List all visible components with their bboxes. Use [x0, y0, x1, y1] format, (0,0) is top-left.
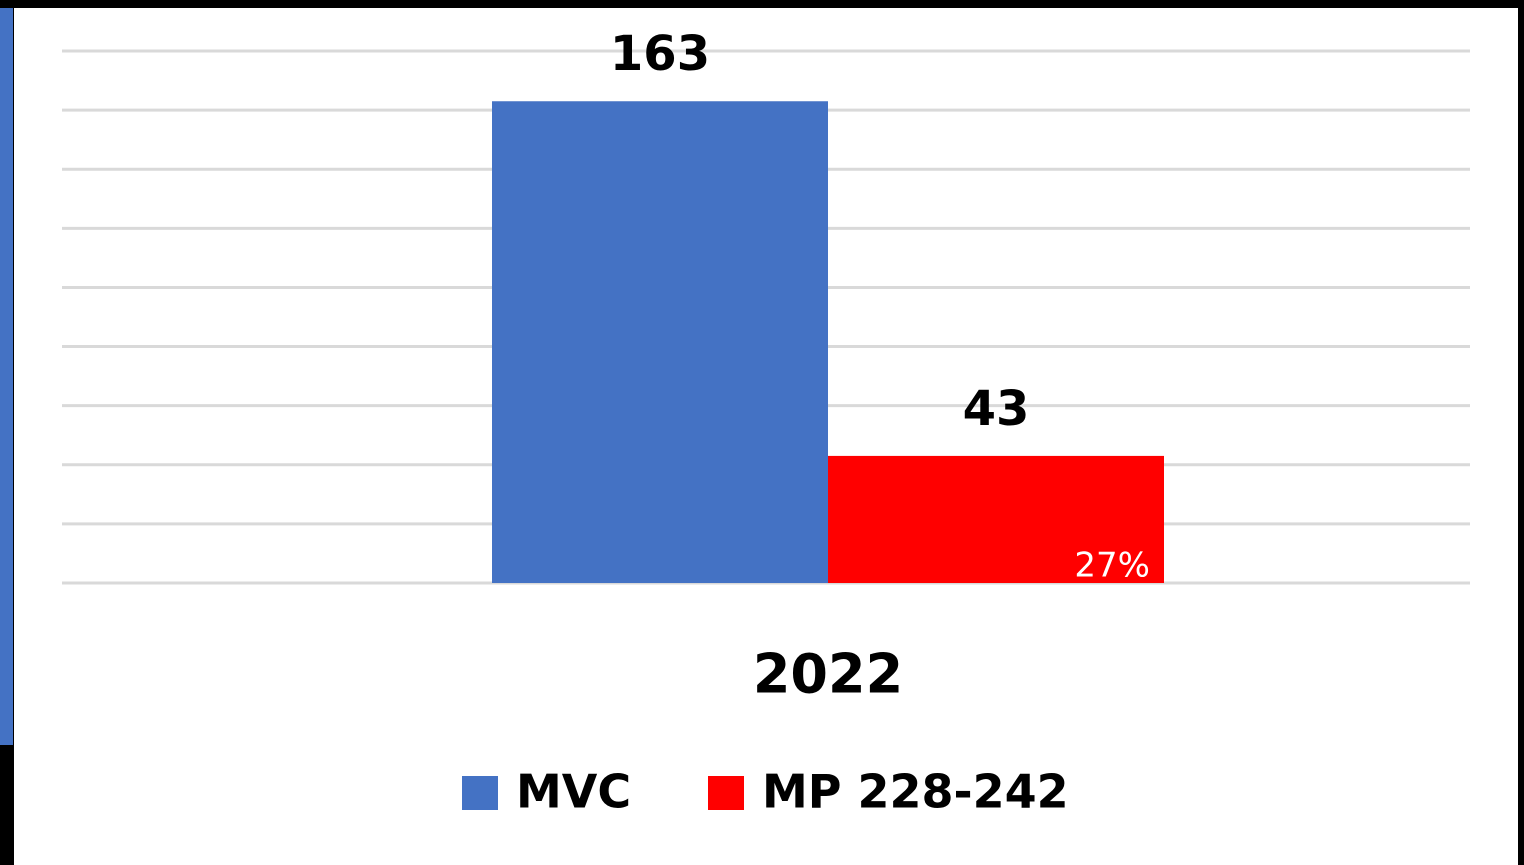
legend-label: MVC [516, 765, 631, 819]
bar [828, 455, 1164, 583]
annotation: 27% [1074, 546, 1150, 586]
legend-swatch [462, 776, 498, 810]
data-label: 163 [610, 26, 710, 82]
x-tick-label: 2022 [753, 643, 903, 706]
bar [492, 101, 828, 583]
data-label: 43 [963, 381, 1030, 437]
legend-swatch [708, 776, 744, 810]
side-stripe [0, 8, 13, 745]
legend-label: MP 228-242 [762, 765, 1069, 819]
